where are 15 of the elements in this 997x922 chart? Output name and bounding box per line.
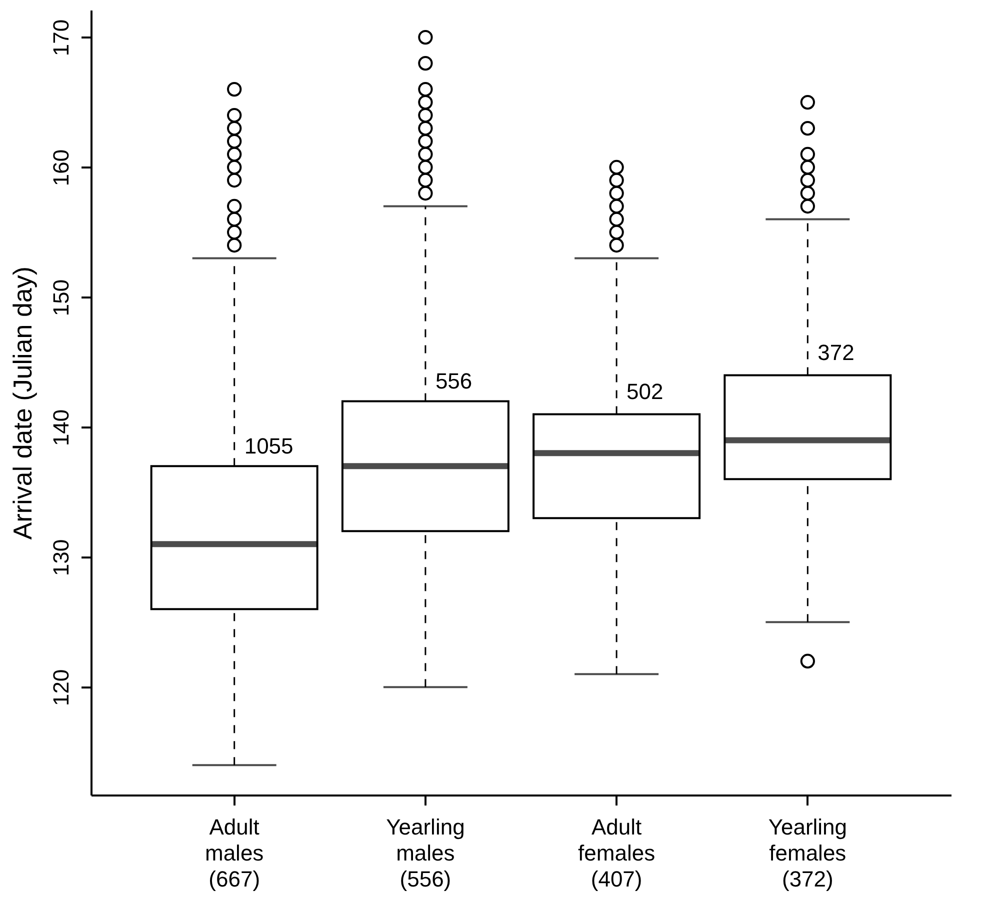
y-tick-label: 170 <box>48 19 74 56</box>
y-tick-label: 150 <box>48 279 74 316</box>
x-tick-label: Yearling males (556) <box>386 814 465 892</box>
y-tick-label: 130 <box>48 539 74 576</box>
y-tick-label: 160 <box>48 149 74 186</box>
x-tick-label: Adult females (407) <box>578 814 656 892</box>
annotation: 372 <box>818 340 854 366</box>
y-tick-label: 140 <box>48 409 74 446</box>
annotation: 1055 <box>244 434 294 459</box>
annotation: 502 <box>626 379 664 404</box>
annotation: 556 <box>435 368 472 394</box>
x-tick-label: Yearling females (372) <box>768 814 848 892</box>
y-tick-label: 120 <box>48 669 74 706</box>
x-tick-label: Adult males (667) <box>204 814 264 892</box>
y-axis-title: Arrival date (Julian day) <box>8 266 38 540</box>
